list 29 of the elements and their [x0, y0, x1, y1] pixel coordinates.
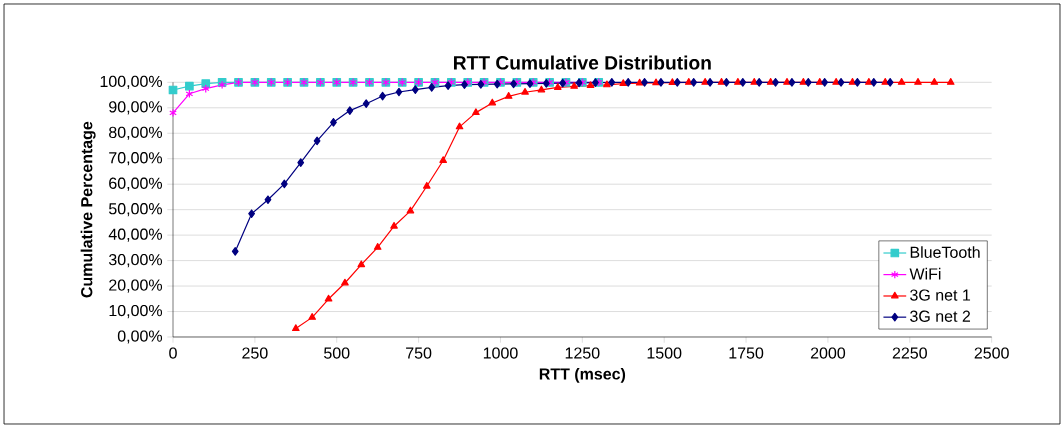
legend-label: BlueTooth	[910, 246, 980, 258]
legend-label: 3G net 1	[910, 289, 971, 301]
x-tick-label: 250	[242, 347, 268, 359]
x-tick-label: 2000	[810, 347, 846, 359]
y-tick-label: 50,00%	[108, 203, 163, 217]
x-tick-label: 1500	[647, 347, 682, 359]
x-tick-label: 2250	[892, 347, 927, 359]
x-axis-title: RTT (msec)	[539, 367, 626, 383]
y-tick-label: 0,00%	[117, 330, 163, 344]
chart-title: RTT Cumulative Distribution	[454, 55, 711, 70]
x-tick-label: 2500	[974, 347, 1009, 359]
legend-label: WiFi	[909, 267, 941, 280]
legend-label: 3G net 2	[910, 310, 971, 322]
y-tick-label: 40,00%	[108, 228, 163, 242]
x-tick-label: 750	[406, 347, 432, 359]
y-axis-title: Cumulative Percentage	[80, 121, 96, 298]
y-tick-label: 60,00%	[109, 177, 163, 191]
y-tick-label: 30,00%	[108, 253, 163, 268]
x-tick-label: 1250	[565, 347, 600, 359]
y-tick-label: 80,00%	[109, 126, 163, 140]
x-tick-label: 1750	[729, 347, 764, 359]
y-tick-label: 10,00%	[109, 304, 163, 319]
y-tick-label: 100,00%	[100, 75, 163, 89]
x-tick-label: 1000	[483, 347, 518, 359]
x-tick-label: 0	[169, 347, 177, 359]
x-tick-label: 500	[324, 347, 350, 359]
y-tick-label: 20,00%	[109, 279, 163, 293]
y-tick-label: 90,00%	[109, 101, 163, 115]
y-tick-label: 70,00%	[109, 152, 163, 166]
